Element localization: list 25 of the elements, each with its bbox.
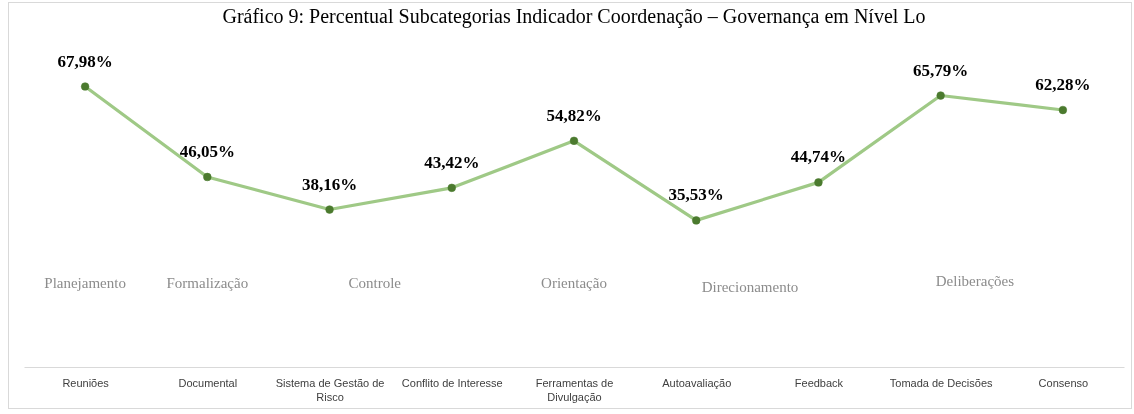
data-label: 43,42% <box>424 152 480 172</box>
x-tick-label: Consenso <box>1038 376 1089 389</box>
text: Planejamento <box>44 274 126 291</box>
data-label: 44,74% <box>790 147 847 167</box>
x-tick-label: Conflito de Interesse <box>401 376 503 389</box>
text: Deliberações <box>935 272 1015 289</box>
x-tick-label: Tomada de Decisões <box>889 376 994 389</box>
data-label: 65,79% <box>913 60 969 80</box>
x-tick-label: Feedback <box>794 376 844 389</box>
x-tick-label: Documental <box>178 376 238 389</box>
data-label: 54,82% <box>546 105 602 125</box>
text: Formalização <box>166 274 249 291</box>
x-tick-label: Sistema de Gestão de Risco <box>275 376 385 403</box>
text: Orientação <box>541 274 607 291</box>
x-tick-label: Autoavaliação <box>662 376 732 389</box>
x-tick-label: Ferramentas de Divulgação <box>535 376 614 403</box>
data-label: 46,05% <box>179 141 235 161</box>
text: Direcionamento <box>701 278 799 295</box>
chart-title: Gráfico 9: Percentual Subcategorias Indicador Coordenação – Governança em Nível Lo <box>222 5 926 28</box>
data-label: 62,28% <box>1035 75 1091 95</box>
data-label: 38,16% <box>301 174 358 194</box>
text: Controle <box>348 274 402 291</box>
x-tick-label: Reuniões <box>62 376 110 389</box>
data-label: 35,53% <box>668 185 724 205</box>
data-label: 67,98% <box>57 51 113 71</box>
